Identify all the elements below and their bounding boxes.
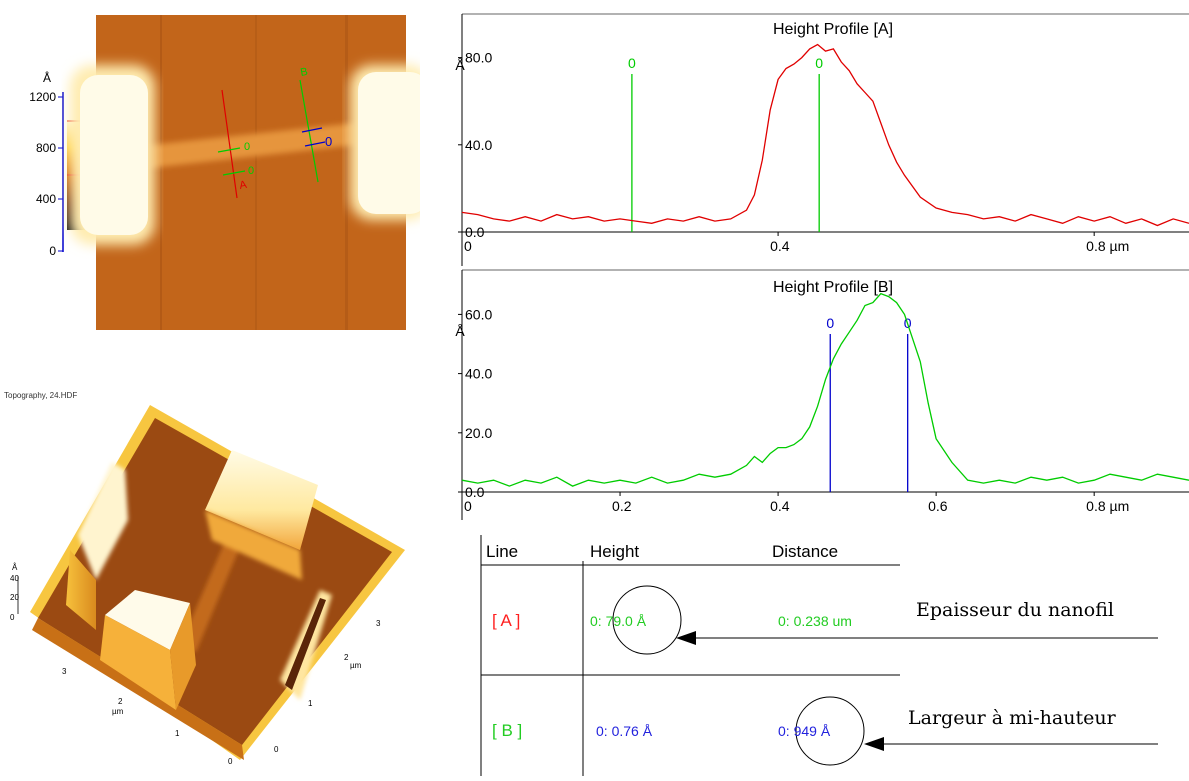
profile-b-title: Height Profile [B] (773, 279, 893, 296)
profile-a-xtick-1: 0.4 (770, 238, 790, 254)
topography-svg: Å 1200 800 400 0 A 0 0 (29, 15, 430, 330)
arrow-b-head (864, 737, 884, 751)
profile-b-chart: Height Profile [B] Å 0.0 20.0 40.0 60.0 0 0.2… (455, 269, 1189, 520)
cursor-a1-label: 0 (244, 141, 250, 153)
line-a-label: A (238, 179, 248, 192)
profile-b-series-line-0 (461, 292, 1189, 487)
row-a-distance: 0: 0.238 um (778, 613, 852, 629)
arrow-a-head (676, 631, 696, 645)
left-axis-tick-1: 1 (175, 729, 180, 738)
row-a-height: 0: 79.0 Å (590, 613, 646, 629)
left-axis-tick-3: 3 (62, 667, 67, 676)
right-axis-unit: µm (350, 661, 362, 670)
z-tick-20: 20 (10, 593, 19, 602)
profile-a-series-line-0 (461, 43, 1189, 227)
z-tick-0: 0 (10, 613, 15, 622)
row-b-distance: 0: 949 Å (778, 723, 830, 739)
profile-b-xtick-0: 0 (464, 498, 472, 514)
profile-a-ytick-2: 80.0 (465, 50, 492, 66)
row-b-distance-value: 949 Å (793, 723, 831, 739)
col-header-line: Line (486, 542, 519, 561)
profile-b-xtick-4: 0.8 µm (1086, 498, 1129, 514)
right-axis-tick-1: 1 (308, 699, 313, 708)
profile-a-panel: Height Profile [A] Å 0.0 40.0 80.0 0 0.4 0.8 … (440, 8, 1189, 266)
cursor-b-label: 0 (325, 134, 332, 149)
left-axis-tick-2: 2 (118, 697, 123, 706)
profile-b-xtick-1: 0.2 (612, 498, 632, 514)
measure-table: Line Height Distance [ A ] 0: 79.0 Å 0: … (478, 535, 1189, 776)
right-axis-tick-2: 2 (344, 653, 349, 662)
profile-b-ytick-2: 40.0 (465, 366, 492, 382)
profile-a-ytick-0: 0.0 (465, 224, 485, 240)
profile-b-xtick-3: 0.6 (928, 498, 948, 514)
scale-tick-800: 800 (36, 141, 56, 155)
note-fwhm: Largeur à mi-hauteur (908, 707, 1116, 729)
row-b-line: [ B ] (492, 721, 523, 740)
profile-b-panel: Height Profile [B] Å 0.0 20.0 40.0 60.0 0 0.2… (440, 266, 1189, 520)
highlight-circle-a (612, 585, 682, 655)
profile-b-cursor-label-0: 0 (826, 315, 834, 331)
profile-b-ytick-1: 20.0 (465, 425, 492, 441)
scale-tick-400: 400 (36, 192, 56, 206)
z-unit: Å (12, 563, 18, 572)
right-axis-tick-3: 3 (376, 619, 381, 628)
row-a-distance-value: 0.238 um (793, 613, 852, 629)
profile-a-title: Height Profile [A] (773, 21, 893, 38)
profile-a-xtick-2: 0.8 µm (1086, 238, 1129, 254)
profile-a-cursor-label-0: 0 (628, 55, 636, 71)
z-tick-40: 40 (10, 574, 19, 583)
col-header-height: Height (590, 542, 640, 561)
topography-panel: Å 1200 800 400 0 A 0 0 (0, 0, 430, 340)
highlight-circle-b (795, 696, 865, 766)
profile-a-xtick-0: 0 (464, 238, 472, 254)
topography-caption: Topography, 24.HDF (4, 391, 78, 400)
left-axis-unit: µm (112, 707, 124, 716)
topography-image (70, 15, 430, 330)
row-b-height-prefix: 0: (596, 723, 608, 739)
row-b-height: 0: 0.76 Å (596, 723, 652, 739)
row-a-distance-prefix: 0: (778, 613, 790, 629)
profile-b-ytick-0: 0.0 (465, 484, 485, 500)
profile-b-ylabel: Å (455, 323, 465, 339)
profile-a-ytick-1: 40.0 (465, 137, 492, 153)
row-a-height-prefix: 0: (590, 613, 602, 629)
view3d-svg: Å 40 20 0 3 2 µm 1 0 3 2 µm 1 0 (10, 405, 405, 766)
row-b-distance-prefix: 0: (778, 723, 790, 739)
row-a-line: [ A ] (492, 611, 521, 630)
view3d-panel: Å 40 20 0 3 2 µm 1 0 3 2 µm 1 0 (0, 400, 420, 776)
profile-a-ylabel: Å (455, 57, 465, 73)
profile-a-chart: Height Profile [A] Å 0.0 40.0 80.0 0 0.4 0.8 … (455, 13, 1189, 266)
profile-b-xtick-2: 0.4 (770, 498, 790, 514)
col-header-distance: Distance (772, 542, 839, 561)
profile-b-ytick-3: 60.0 (465, 306, 492, 322)
cursor-a2-label: 0 (248, 165, 254, 177)
line-b-label: B (299, 66, 308, 79)
scale-tick-1200: 1200 (29, 90, 56, 104)
note-thickness: Epaisseur du nanofil (916, 599, 1114, 621)
measure-table-grid (480, 535, 1158, 776)
left-axis-tick-0: 0 (228, 757, 233, 766)
profile-line-a[interactable] (221, 89, 238, 199)
scale-unit: Å (43, 70, 51, 85)
row-a-height-value: 79.0 Å (605, 613, 647, 629)
row-b-height-value: 0.76 Å (611, 723, 653, 739)
right-axis-tick-0: 0 (274, 745, 279, 754)
profile-a-cursor-label-1: 0 (815, 55, 823, 71)
scale-tick-0: 0 (49, 244, 56, 258)
